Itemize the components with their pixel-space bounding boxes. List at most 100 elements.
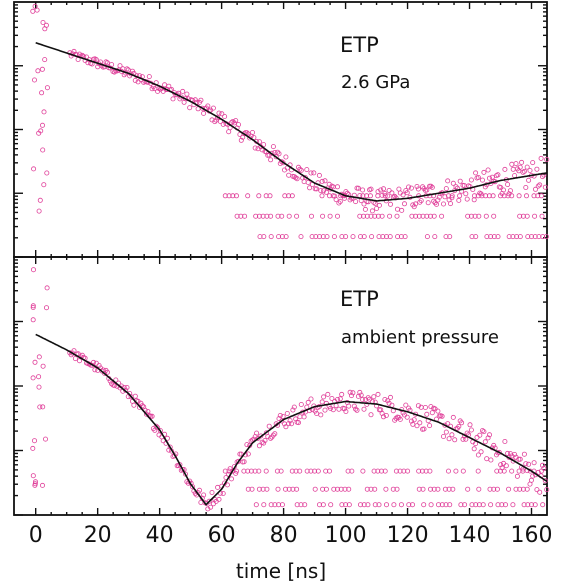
data-point bbox=[520, 213, 526, 219]
panel-bottom-ticks bbox=[14, 257, 547, 516]
data-point bbox=[39, 66, 45, 72]
data-point bbox=[357, 213, 363, 219]
data-point bbox=[471, 193, 477, 199]
data-point bbox=[479, 193, 485, 199]
data-point bbox=[394, 486, 400, 492]
data-point bbox=[491, 442, 497, 448]
data-point bbox=[174, 92, 180, 98]
data-point bbox=[40, 482, 46, 488]
data-point bbox=[220, 121, 226, 127]
data-point bbox=[201, 110, 207, 116]
x-tick-label: 60 bbox=[208, 523, 236, 548]
data-point bbox=[30, 317, 36, 323]
data-point bbox=[510, 502, 516, 508]
data-point bbox=[383, 234, 389, 240]
data-point bbox=[427, 468, 433, 474]
data-point bbox=[319, 178, 325, 184]
data-point bbox=[495, 234, 501, 240]
data-point bbox=[382, 468, 388, 474]
data-point bbox=[408, 418, 414, 424]
data-point bbox=[512, 173, 518, 179]
data-point bbox=[351, 403, 357, 409]
data-point bbox=[361, 234, 367, 240]
data-point bbox=[272, 502, 278, 508]
data-point bbox=[72, 356, 78, 362]
data-point bbox=[314, 410, 320, 416]
data-point bbox=[111, 383, 117, 389]
data-point bbox=[33, 479, 39, 485]
data-point bbox=[544, 487, 550, 493]
data-point bbox=[308, 396, 314, 402]
panel-bottom: ETP ambient pressure bbox=[13, 256, 550, 516]
data-point bbox=[510, 166, 516, 172]
data-point bbox=[341, 406, 347, 412]
data-point bbox=[529, 234, 535, 240]
data-point bbox=[491, 213, 497, 219]
data-point bbox=[314, 186, 320, 192]
data-point bbox=[316, 234, 322, 240]
data-point bbox=[32, 3, 38, 9]
data-point bbox=[109, 62, 115, 68]
data-point bbox=[248, 468, 254, 474]
data-point bbox=[502, 438, 508, 444]
data-point bbox=[475, 468, 481, 474]
data-point bbox=[383, 502, 389, 508]
data-point bbox=[403, 402, 409, 408]
data-point bbox=[301, 179, 307, 185]
data-point bbox=[474, 434, 480, 440]
data-point bbox=[32, 77, 38, 83]
data-point bbox=[468, 213, 474, 219]
data-point bbox=[496, 449, 502, 455]
data-point bbox=[392, 193, 398, 199]
data-point bbox=[519, 159, 525, 165]
data-point bbox=[414, 183, 420, 189]
data-point bbox=[435, 502, 441, 508]
data-point bbox=[261, 440, 267, 446]
data-point bbox=[365, 395, 371, 401]
data-point bbox=[257, 234, 263, 240]
data-point bbox=[445, 421, 451, 427]
data-point bbox=[387, 394, 393, 400]
data-point bbox=[536, 234, 542, 240]
data-point bbox=[298, 401, 304, 407]
data-point bbox=[233, 193, 239, 199]
data-point bbox=[132, 78, 138, 84]
data-point bbox=[447, 234, 453, 240]
data-point bbox=[369, 208, 375, 214]
data-point bbox=[91, 359, 97, 365]
data-point bbox=[439, 413, 445, 419]
data-point bbox=[445, 193, 451, 199]
panel-top-fit-line bbox=[35, 42, 548, 202]
data-point bbox=[263, 468, 269, 474]
data-point bbox=[428, 502, 434, 508]
data-point bbox=[510, 234, 516, 240]
data-point bbox=[40, 404, 46, 410]
data-point bbox=[311, 170, 317, 176]
data-point bbox=[277, 412, 283, 418]
data-point bbox=[294, 176, 300, 182]
data-point bbox=[324, 234, 330, 240]
data-point bbox=[432, 200, 438, 206]
data-point bbox=[268, 502, 274, 508]
data-point bbox=[153, 423, 159, 429]
data-point bbox=[538, 155, 544, 161]
data-point bbox=[375, 391, 381, 397]
data-point bbox=[506, 486, 512, 492]
data-point bbox=[399, 207, 405, 213]
data-point bbox=[346, 403, 352, 409]
data-point bbox=[488, 457, 494, 463]
data-point bbox=[333, 403, 339, 409]
data-point bbox=[245, 451, 251, 457]
data-point bbox=[467, 422, 473, 428]
data-point bbox=[44, 85, 50, 91]
data-point bbox=[268, 157, 274, 163]
data-point bbox=[360, 468, 366, 474]
data-point bbox=[111, 69, 117, 75]
panel-bottom-annotation-1: ETP bbox=[340, 287, 379, 311]
data-point bbox=[499, 502, 505, 508]
data-point bbox=[488, 502, 494, 508]
data-point bbox=[245, 486, 251, 492]
data-point bbox=[124, 384, 130, 390]
data-point bbox=[398, 502, 404, 508]
data-point bbox=[517, 234, 523, 240]
